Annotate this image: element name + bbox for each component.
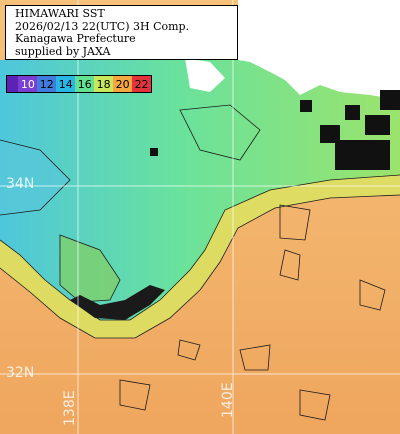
latitude-32n-label: 32N xyxy=(6,365,35,381)
longitude-138e-label: 138E xyxy=(62,390,78,426)
scale-tick-20: 20 xyxy=(113,76,133,92)
longitude-140e-label: 140E xyxy=(220,382,236,418)
scale-tick-22: 22 xyxy=(132,76,152,92)
scale-tick-12: 12 xyxy=(37,76,57,92)
cold-patch xyxy=(0,140,70,215)
scale-tick-10: 10 xyxy=(18,76,38,92)
frontal-band xyxy=(0,175,400,338)
cold-edge xyxy=(70,285,165,320)
temperature-color-scale: 10 12 14 16 18 20 22 xyxy=(6,75,152,93)
scale-tick-16: 16 xyxy=(75,76,95,92)
latitude-34n-label: 34N xyxy=(6,176,35,192)
map-caption: HIMAWARI SST 2026/02/13 22(UTC) 3H Comp.… xyxy=(5,5,238,60)
scale-tick-14: 14 xyxy=(56,76,76,92)
cold-lobe xyxy=(60,235,120,302)
isotherm-contours xyxy=(0,104,400,421)
cloud-mask xyxy=(150,90,400,170)
land-peninsula xyxy=(185,58,225,92)
caption-title: HIMAWARI SST xyxy=(15,7,105,20)
scale-low-end xyxy=(7,76,19,92)
land-mass xyxy=(238,0,400,100)
caption-region: Kanagawa Prefecture xyxy=(15,32,136,45)
scale-tick-18: 18 xyxy=(94,76,114,92)
caption-source: supplied by JAXA xyxy=(15,44,111,58)
caption-timestamp: 2026/02/13 22(UTC) 3H Comp. xyxy=(15,19,190,33)
